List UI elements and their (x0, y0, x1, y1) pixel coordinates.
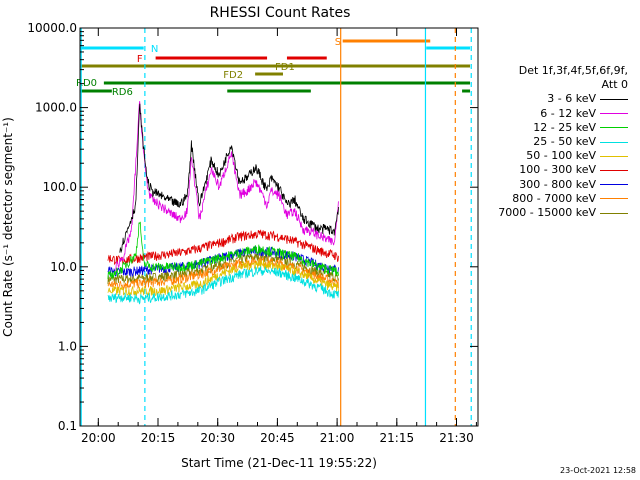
series-line (107, 258, 339, 297)
legend: Det 1f,3f,4f,5f,6f,9f, Att 0 3 - 6 keV 6 … (478, 64, 628, 220)
series-line (107, 266, 339, 305)
flag-label-rd0: RD0 (76, 78, 97, 89)
series-line (107, 252, 339, 285)
legend-entry: 25 - 50 keV (478, 135, 628, 149)
legend-swatch (600, 141, 628, 143)
series-line (119, 103, 339, 254)
legend-entry: 800 - 7000 keV (478, 192, 628, 206)
legend-swatch (600, 184, 628, 186)
legend-label: 50 - 100 keV (526, 149, 596, 163)
legend-entry: 7000 - 15000 keV (478, 206, 628, 220)
legend-label: 7000 - 15000 keV (498, 206, 596, 220)
y-tick-label: 100.0 (43, 180, 77, 194)
plot-frame (79, 27, 479, 427)
legend-entry: 12 - 25 keV (478, 121, 628, 135)
legend-swatch (600, 113, 628, 115)
legend-swatch (600, 99, 628, 100)
flag-label-f: F (137, 54, 143, 65)
x-tick-label: 21:30 (439, 431, 474, 445)
legend-entry: 100 - 300 keV (478, 163, 628, 177)
y-tick-label: 1.0 (58, 339, 77, 353)
chart-title: RHESSI Count Rates (210, 5, 351, 21)
y-axis: 0.1 1.0 10.0 100.0 1000.0 10000.0 (27, 21, 478, 433)
flag-label-s: S (335, 37, 341, 48)
y-tick-label: 10.0 (50, 260, 77, 274)
x-tick-label: 20:00 (81, 431, 116, 445)
legend-swatch (600, 127, 628, 129)
y-tick-label: 1000.0 (35, 101, 77, 115)
legend-header-detectors: Det 1f,3f,4f,5f,6f,9f, (518, 64, 628, 77)
y-tick-label: 10000.0 (27, 21, 77, 35)
legend-entry: 300 - 800 keV (478, 178, 628, 192)
x-tick-label: 20:45 (260, 431, 295, 445)
x-tick-label: 21:15 (380, 431, 415, 445)
y-axis-label: Count Rate (s⁻¹ detector segment⁻¹) (1, 117, 15, 337)
data-series (107, 101, 339, 305)
legend-label: 100 - 300 keV (519, 163, 596, 177)
legend-entry: 3 - 6 keV (478, 92, 628, 106)
x-tick-label: 21:00 (320, 431, 355, 445)
legend-swatch (600, 212, 628, 214)
legend-swatch (600, 155, 628, 157)
flag-label-rd6: RD6 (112, 87, 133, 98)
legend-label: 6 - 12 keV (540, 106, 596, 120)
x-axis-label: Start Time (21-Dec-11 19:55:22) (181, 456, 377, 470)
legend-label: 800 - 7000 keV (512, 191, 596, 205)
series-line (107, 256, 339, 291)
x-tick-label: 20:15 (141, 431, 176, 445)
legend-label: 12 - 25 keV (533, 120, 596, 134)
y-tick-label: 0.1 (58, 419, 77, 433)
flag-bars: N S F FD1 FD2 RD0 RD6 (76, 37, 471, 98)
flag-label-fd2: FD2 (223, 70, 243, 81)
legend-entry: 6 - 12 keV (478, 107, 628, 121)
legend-label: 300 - 800 keV (519, 177, 596, 191)
series-line (115, 101, 339, 272)
timestamp: 23-Oct-2021 12:58 (560, 466, 636, 475)
legend-entry: 50 - 100 keV (478, 149, 628, 163)
flag-label-n: N (151, 44, 158, 55)
vertical-lines (80, 28, 472, 426)
legend-label: 25 - 50 keV (533, 135, 596, 149)
series-line (107, 221, 339, 280)
flag-label-fd1: FD1 (275, 62, 295, 73)
legend-swatch (600, 198, 628, 200)
legend-header-attenuator: Att 0 (601, 78, 628, 92)
x-axis: 20:00 20:15 20:30 20:45 21:00 21:15 21:30 (81, 28, 477, 445)
legend-label: 3 - 6 keV (547, 92, 596, 106)
x-tick-label: 20:30 (200, 431, 235, 445)
legend-swatch (600, 170, 628, 172)
series-line (107, 229, 339, 266)
